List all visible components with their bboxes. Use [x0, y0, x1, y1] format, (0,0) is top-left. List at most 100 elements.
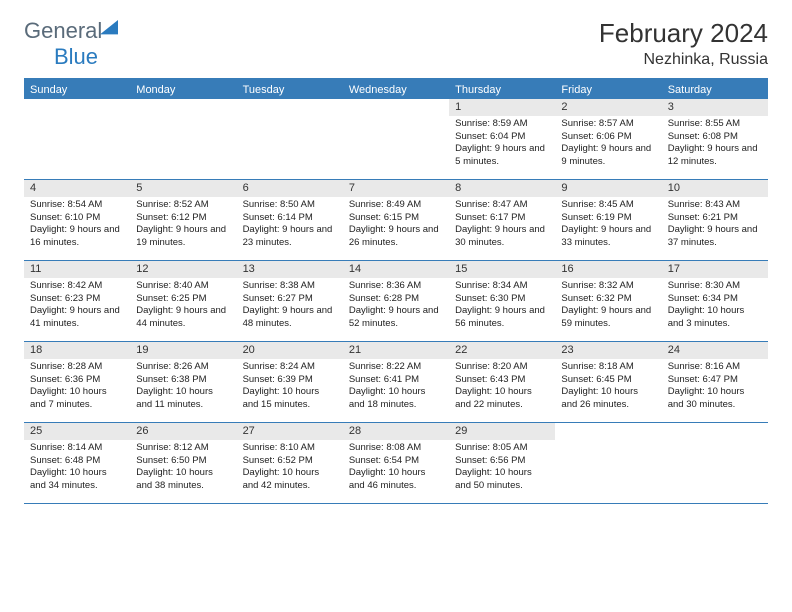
- sunset-line: Sunset: 6:54 PM: [349, 455, 443, 468]
- sunset-line: Sunset: 6:08 PM: [668, 131, 762, 144]
- day-cell: 3Sunrise: 8:55 AMSunset: 6:08 PMDaylight…: [662, 99, 768, 179]
- day-cell: 8Sunrise: 8:47 AMSunset: 6:17 PMDaylight…: [449, 180, 555, 260]
- day-number: 1: [449, 99, 555, 116]
- day-cell: 4Sunrise: 8:54 AMSunset: 6:10 PMDaylight…: [24, 180, 130, 260]
- day-cell: 1Sunrise: 8:59 AMSunset: 6:04 PMDaylight…: [449, 99, 555, 179]
- sunset-line: Sunset: 6:36 PM: [30, 374, 124, 387]
- day-number: [662, 423, 768, 440]
- day-body: Sunrise: 8:50 AMSunset: 6:14 PMDaylight:…: [237, 197, 343, 254]
- day-number: 20: [237, 342, 343, 359]
- daylight-line: Daylight: 10 hours and 50 minutes.: [455, 467, 549, 493]
- day-body: Sunrise: 8:28 AMSunset: 6:36 PMDaylight:…: [24, 359, 130, 416]
- daylight-line: Daylight: 9 hours and 33 minutes.: [561, 224, 655, 250]
- day-body: [343, 116, 449, 122]
- daylight-line: Daylight: 10 hours and 3 minutes.: [668, 305, 762, 331]
- day-body: [130, 116, 236, 122]
- sunset-line: Sunset: 6:21 PM: [668, 212, 762, 225]
- day-body: Sunrise: 8:18 AMSunset: 6:45 PMDaylight:…: [555, 359, 661, 416]
- sunrise-line: Sunrise: 8:14 AM: [30, 442, 124, 455]
- day-number: 5: [130, 180, 236, 197]
- sunset-line: Sunset: 6:47 PM: [668, 374, 762, 387]
- day-body: Sunrise: 8:54 AMSunset: 6:10 PMDaylight:…: [24, 197, 130, 254]
- daylight-line: Daylight: 10 hours and 15 minutes.: [243, 386, 337, 412]
- day-body: Sunrise: 8:08 AMSunset: 6:54 PMDaylight:…: [343, 440, 449, 497]
- day-body: [555, 440, 661, 446]
- sunrise-line: Sunrise: 8:12 AM: [136, 442, 230, 455]
- day-body: Sunrise: 8:43 AMSunset: 6:21 PMDaylight:…: [662, 197, 768, 254]
- day-body: Sunrise: 8:16 AMSunset: 6:47 PMDaylight:…: [662, 359, 768, 416]
- day-cell: 15Sunrise: 8:34 AMSunset: 6:30 PMDayligh…: [449, 261, 555, 341]
- sunrise-line: Sunrise: 8:34 AM: [455, 280, 549, 293]
- dow-wednesday: Wednesday: [343, 81, 449, 99]
- day-number: 26: [130, 423, 236, 440]
- day-number: [237, 99, 343, 116]
- day-body: Sunrise: 8:26 AMSunset: 6:38 PMDaylight:…: [130, 359, 236, 416]
- sunset-line: Sunset: 6:28 PM: [349, 293, 443, 306]
- sunset-line: Sunset: 6:25 PM: [136, 293, 230, 306]
- day-number: 17: [662, 261, 768, 278]
- day-cell: 11Sunrise: 8:42 AMSunset: 6:23 PMDayligh…: [24, 261, 130, 341]
- day-body: Sunrise: 8:10 AMSunset: 6:52 PMDaylight:…: [237, 440, 343, 497]
- day-cell: 18Sunrise: 8:28 AMSunset: 6:36 PMDayligh…: [24, 342, 130, 422]
- daylight-line: Daylight: 9 hours and 26 minutes.: [349, 224, 443, 250]
- sunrise-line: Sunrise: 8:42 AM: [30, 280, 124, 293]
- sunset-line: Sunset: 6:56 PM: [455, 455, 549, 468]
- sunrise-line: Sunrise: 8:26 AM: [136, 361, 230, 374]
- dow-sunday: Sunday: [24, 81, 130, 99]
- sunrise-line: Sunrise: 8:08 AM: [349, 442, 443, 455]
- day-number: 9: [555, 180, 661, 197]
- empty-cell: [24, 99, 130, 179]
- sunrise-line: Sunrise: 8:43 AM: [668, 199, 762, 212]
- daylight-line: Daylight: 9 hours and 23 minutes.: [243, 224, 337, 250]
- day-cell: 17Sunrise: 8:30 AMSunset: 6:34 PMDayligh…: [662, 261, 768, 341]
- day-body: Sunrise: 8:05 AMSunset: 6:56 PMDaylight:…: [449, 440, 555, 497]
- daylight-line: Daylight: 9 hours and 44 minutes.: [136, 305, 230, 331]
- sunset-line: Sunset: 6:12 PM: [136, 212, 230, 225]
- day-number: 8: [449, 180, 555, 197]
- brand-triangle-icon: [100, 18, 118, 36]
- day-body: Sunrise: 8:47 AMSunset: 6:17 PMDaylight:…: [449, 197, 555, 254]
- sunrise-line: Sunrise: 8:16 AM: [668, 361, 762, 374]
- empty-cell: [662, 423, 768, 503]
- sunrise-line: Sunrise: 8:30 AM: [668, 280, 762, 293]
- day-body: Sunrise: 8:42 AMSunset: 6:23 PMDaylight:…: [24, 278, 130, 335]
- sunset-line: Sunset: 6:14 PM: [243, 212, 337, 225]
- day-cell: 9Sunrise: 8:45 AMSunset: 6:19 PMDaylight…: [555, 180, 661, 260]
- daylight-line: Daylight: 10 hours and 46 minutes.: [349, 467, 443, 493]
- sunrise-line: Sunrise: 8:22 AM: [349, 361, 443, 374]
- sunset-line: Sunset: 6:23 PM: [30, 293, 124, 306]
- day-number: 21: [343, 342, 449, 359]
- day-cell: 5Sunrise: 8:52 AMSunset: 6:12 PMDaylight…: [130, 180, 236, 260]
- sunset-line: Sunset: 6:19 PM: [561, 212, 655, 225]
- daylight-line: Daylight: 10 hours and 42 minutes.: [243, 467, 337, 493]
- day-number: 7: [343, 180, 449, 197]
- day-body: Sunrise: 8:12 AMSunset: 6:50 PMDaylight:…: [130, 440, 236, 497]
- daylight-line: Daylight: 9 hours and 16 minutes.: [30, 224, 124, 250]
- day-cell: 16Sunrise: 8:32 AMSunset: 6:32 PMDayligh…: [555, 261, 661, 341]
- daylight-line: Daylight: 10 hours and 7 minutes.: [30, 386, 124, 412]
- daylight-line: Daylight: 9 hours and 9 minutes.: [561, 143, 655, 169]
- dow-tuesday: Tuesday: [237, 81, 343, 99]
- sunset-line: Sunset: 6:32 PM: [561, 293, 655, 306]
- daylight-line: Daylight: 9 hours and 12 minutes.: [668, 143, 762, 169]
- calendar: SundayMondayTuesdayWednesdayThursdayFrid…: [24, 78, 768, 504]
- week-row: 18Sunrise: 8:28 AMSunset: 6:36 PMDayligh…: [24, 342, 768, 423]
- sunrise-line: Sunrise: 8:20 AM: [455, 361, 549, 374]
- day-number: 12: [130, 261, 236, 278]
- empty-cell: [555, 423, 661, 503]
- dow-thursday: Thursday: [449, 81, 555, 99]
- sunset-line: Sunset: 6:30 PM: [455, 293, 549, 306]
- day-number: 24: [662, 342, 768, 359]
- day-number: 23: [555, 342, 661, 359]
- daylight-line: Daylight: 10 hours and 38 minutes.: [136, 467, 230, 493]
- title-block: February 2024 Nezhinka, Russia: [599, 18, 768, 69]
- day-cell: 27Sunrise: 8:10 AMSunset: 6:52 PMDayligh…: [237, 423, 343, 503]
- day-number: 13: [237, 261, 343, 278]
- daylight-line: Daylight: 10 hours and 18 minutes.: [349, 386, 443, 412]
- sunset-line: Sunset: 6:43 PM: [455, 374, 549, 387]
- daylight-line: Daylight: 10 hours and 26 minutes.: [561, 386, 655, 412]
- sunset-line: Sunset: 6:06 PM: [561, 131, 655, 144]
- sunset-line: Sunset: 6:39 PM: [243, 374, 337, 387]
- day-body: Sunrise: 8:38 AMSunset: 6:27 PMDaylight:…: [237, 278, 343, 335]
- sunset-line: Sunset: 6:04 PM: [455, 131, 549, 144]
